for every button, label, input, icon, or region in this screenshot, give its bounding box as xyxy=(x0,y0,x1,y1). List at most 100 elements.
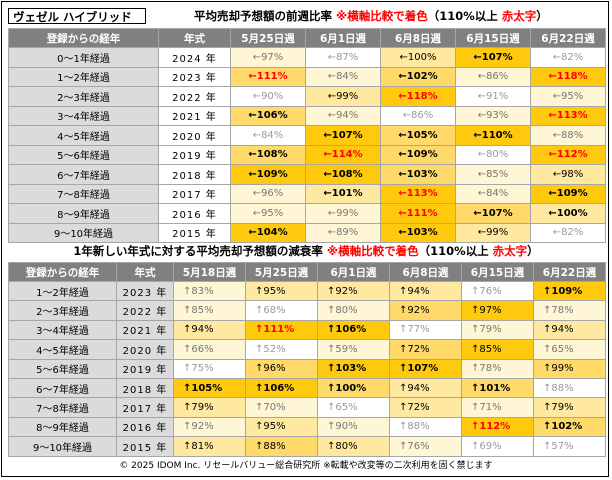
ratio-cell: ←98% xyxy=(530,164,606,185)
ratio-cell: ↑85% xyxy=(461,339,534,360)
table-row: 3～4年経過 2021 年 ↑94% ↑111% ↑106% ↑77% ↑79% ↑94% xyxy=(8,319,606,341)
ratio-cell: ←107% xyxy=(455,203,531,224)
ratio-cell: ←110% xyxy=(455,125,531,146)
ratio-cell: ↑65% xyxy=(533,339,606,360)
model-year-cell: 2020 年 xyxy=(158,125,231,146)
ratio-cell: ←90% xyxy=(230,86,306,107)
ratio-cell: ↑88% xyxy=(533,377,606,399)
ratio-cell: ←82% xyxy=(530,222,606,243)
model-year-cell: 2015 年 xyxy=(116,436,174,457)
ratio-cell: ←106% xyxy=(230,105,306,126)
ratio-cell: ↑94% xyxy=(173,319,246,341)
ratio-cell: ←100% xyxy=(530,203,606,224)
table1-header-2: 5月25日週 xyxy=(230,28,306,48)
ratio-cell: ↑80% xyxy=(317,436,390,457)
elapsed-years-label: 5～6年経過 xyxy=(8,144,159,165)
ratio-cell: ↑112% xyxy=(461,416,534,438)
model-year-cell: 2021 年 xyxy=(158,105,231,126)
table2-title-red: 赤太字 xyxy=(492,244,528,258)
ratio-cell: ←99% xyxy=(455,222,531,243)
table1-body: 0～1年経過 2024 年 ←97% ←87% ←100% ←107% ←82% 1～2年経過… xyxy=(8,47,606,243)
ratio-cell: ↑83% xyxy=(173,280,246,302)
ratio-cell: ↑80% xyxy=(317,300,390,321)
table-row: 4～5年経過 2020 年 ↑66% ↑52% ↑59% ↑72% ↑85% ↑65% xyxy=(8,339,606,360)
ratio-cell: ↑92% xyxy=(317,280,390,302)
ratio-cell: ←91% xyxy=(455,86,531,107)
ratio-cell: ←103% xyxy=(380,222,456,243)
ratio-cell: ↑70% xyxy=(245,397,318,418)
table2-header-2: 5月18日週 xyxy=(173,262,246,282)
table-row: 9～10年経過 2015 年 ←104% ←89% ←103% ←99% ←82% xyxy=(8,222,606,243)
ratio-cell: ↑88% xyxy=(389,416,462,438)
ratio-cell: ←87% xyxy=(305,47,381,68)
ratio-cell: ←84% xyxy=(305,66,381,87)
model-year-cell: 2021 年 xyxy=(116,319,174,341)
ratio-cell: ←100% xyxy=(380,47,456,68)
table-row: 1～2年経過 2023 年 ↑83% ↑95% ↑92% ↑94% ↑76% ↑109% xyxy=(8,280,606,302)
table2-title-note: ※横軸比較で着色 xyxy=(326,244,419,258)
ratio-cell: ↑107% xyxy=(389,358,462,379)
ratio-cell: ↑78% xyxy=(461,358,534,379)
ratio-cell: ↑109% xyxy=(533,280,606,302)
ratio-cell: ↑95% xyxy=(245,416,318,438)
ratio-cell: ↑77% xyxy=(389,319,462,341)
ratio-cell: ←109% xyxy=(230,164,306,185)
table1-title: 平均売却予想額の前週比率 ※横軸比較で着色（110%以上 赤太字） xyxy=(194,8,548,24)
model-year-cell: 2018 年 xyxy=(158,164,231,185)
table2-header-7: 6月22日週 xyxy=(533,262,606,282)
table2-title-main: 1年新しい年式に対する平均売却予想額の減衰率 xyxy=(73,244,323,258)
elapsed-years-label: 1～2年経過 xyxy=(8,280,117,302)
elapsed-years-label: 7～8年経過 xyxy=(8,397,117,418)
ratio-cell: ↑94% xyxy=(389,280,462,302)
table1-title-note: ※横軸比較で着色 xyxy=(336,9,428,23)
ratio-cell: ↑94% xyxy=(533,319,606,341)
elapsed-years-label: 9～10年経過 xyxy=(8,222,159,243)
decay-rate-table: 登録からの経年 年式 5月18日週 5月25日週 6月1日週 6月8日週 6月15日週 6月2… xyxy=(8,262,606,457)
table2-header-1: 年式 xyxy=(116,262,174,282)
model-year-cell: 2023 年 xyxy=(116,280,174,302)
table-row: 3～4年経過 2021 年 ←106% ←94% ←86% ←93% ←113% xyxy=(8,105,606,126)
ratio-cell: ←84% xyxy=(230,125,306,146)
copyright-footer: © 2025 IDOM Inc. リセールバリュー総合研究所 ※転載や改変等の二… xyxy=(119,461,493,471)
ratio-cell: ←99% xyxy=(305,203,381,224)
model-year-cell: 2017 年 xyxy=(116,397,174,418)
table2-header-0: 登録からの経年 xyxy=(8,262,117,282)
ratio-cell: ←96% xyxy=(230,183,306,204)
ratio-cell: ↑76% xyxy=(389,436,462,457)
elapsed-years-label: 0～1年経過 xyxy=(8,47,159,68)
elapsed-years-label: 4～5年経過 xyxy=(8,339,117,360)
ratio-cell: ←104% xyxy=(230,222,306,243)
ratio-cell: ↑65% xyxy=(317,397,390,418)
table1-header-row: 登録からの経年 年式 5月25日週 6月1日週 6月8日週 6月15日週 6月22日週 xyxy=(8,28,606,48)
model-year-cell: 2019 年 xyxy=(158,144,231,165)
table-row: 7～8年経過 2017 年 ←96% ←101% ←113% ←84% ←109% xyxy=(8,183,606,204)
ratio-cell: ←108% xyxy=(230,144,306,165)
table-row: 5～6年経過 2019 年 ←108% ←114% ←109% ←80% ←112% xyxy=(8,144,606,165)
table1-title-main: 平均売却予想額の前週比率 xyxy=(194,9,332,23)
ratio-cell: ↑88% xyxy=(245,436,318,457)
elapsed-years-label: 6～7年経過 xyxy=(8,377,117,399)
table1-header-5: 6月15日週 xyxy=(455,28,531,48)
model-year-cell: 2018 年 xyxy=(116,377,174,399)
ratio-cell: ←114% xyxy=(305,144,381,165)
elapsed-years-label: 2～3年経過 xyxy=(8,86,159,107)
table-row: 5～6年経過 2019 年 ↑75% ↑96% ↑103% ↑107% ↑78% ↑99% xyxy=(8,358,606,379)
table2-header-3: 5月25日週 xyxy=(245,262,318,282)
model-year-cell: 2023 年 xyxy=(158,66,231,87)
ratio-cell: ←86% xyxy=(380,105,456,126)
table2-title-paren-open: （110%以上 xyxy=(418,244,489,258)
ratio-cell: ↑72% xyxy=(389,397,462,418)
ratio-cell: ←102% xyxy=(380,66,456,87)
ratio-cell: ←105% xyxy=(380,125,456,146)
table1-header-4: 6月8日週 xyxy=(380,28,456,48)
table1-title-paren-close: ） xyxy=(536,9,548,23)
model-year-cell: 2017 年 xyxy=(158,183,231,204)
ratio-cell: ↑76% xyxy=(461,280,534,302)
ratio-cell: ←86% xyxy=(455,66,531,87)
ratio-cell: ↑103% xyxy=(317,358,390,379)
table2-body: 1～2年経過 2023 年 ↑83% ↑95% ↑92% ↑94% ↑76% ↑109% 2～3… xyxy=(8,280,606,457)
elapsed-years-label: 6～7年経過 xyxy=(8,164,159,185)
ratio-cell: ↑90% xyxy=(317,416,390,438)
ratio-cell: ↑79% xyxy=(533,397,606,418)
